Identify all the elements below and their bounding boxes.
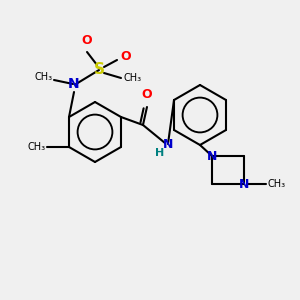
- Text: S: S: [94, 62, 104, 77]
- Text: N: N: [163, 137, 173, 151]
- Text: N: N: [239, 178, 249, 190]
- Text: O: O: [82, 34, 92, 47]
- Text: CH₃: CH₃: [35, 72, 53, 82]
- Text: O: O: [142, 88, 152, 101]
- Text: CH₃: CH₃: [123, 73, 141, 83]
- Text: N: N: [68, 77, 80, 91]
- Text: H: H: [155, 148, 164, 158]
- Text: N: N: [207, 149, 217, 163]
- Text: CH₃: CH₃: [268, 179, 286, 189]
- Text: CH₃: CH₃: [28, 142, 46, 152]
- Text: O: O: [120, 50, 130, 64]
